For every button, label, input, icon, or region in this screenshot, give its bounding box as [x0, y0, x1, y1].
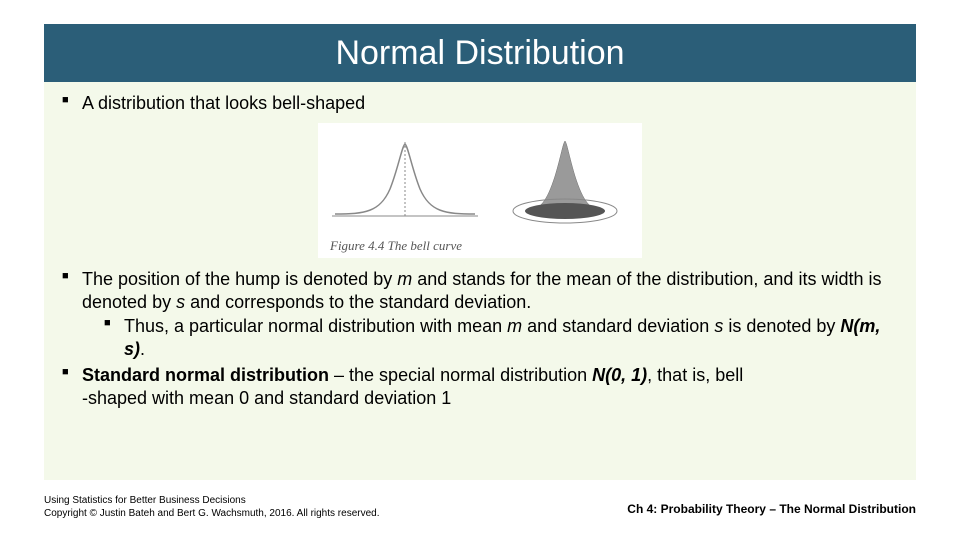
- b2a-s: s: [714, 316, 723, 336]
- title-bar: Normal Distribution: [44, 24, 916, 82]
- b3-notation: N(0, 1): [592, 365, 647, 385]
- footer-right: Ch 4: Probability Theory – The Normal Di…: [627, 502, 916, 516]
- bell-curve-2d: [332, 142, 478, 216]
- b2a-mid: and standard deviation: [522, 316, 714, 336]
- figure-box: Figure 4.4 The bell curve: [318, 123, 642, 259]
- b2a-m: m: [507, 316, 522, 336]
- b3-label: Standard normal distribution: [82, 365, 329, 385]
- footer-line1: Using Statistics for Better Business Dec…: [44, 494, 380, 507]
- b3-end1: , that is, bell: [647, 365, 743, 385]
- b2-pre: The position of the hump is denoted by: [82, 269, 397, 289]
- b2a-mid2: is denoted by: [723, 316, 840, 336]
- footer-line2: Copyright © Justin Bateh and Bert G. Wac…: [44, 507, 380, 520]
- b3-mid: – the special normal distribution: [329, 365, 592, 385]
- footer-left: Using Statistics for Better Business Dec…: [44, 494, 380, 520]
- bullet-1-text: A distribution that looks bell-shaped: [82, 93, 365, 113]
- b2-m: m: [397, 269, 412, 289]
- slide: Normal Distribution A distribution that …: [0, 0, 960, 540]
- b2-s: s: [176, 292, 185, 312]
- b2a-end: .: [140, 339, 145, 359]
- figure-caption: Figure 4.4 The bell curve: [330, 238, 630, 254]
- bullet-2a: Thus, a particular normal distribution w…: [104, 315, 898, 360]
- bell-curve-3d: [513, 141, 617, 223]
- bullet-3: Standard normal distribution – the speci…: [62, 364, 898, 409]
- figure-container: Figure 4.4 The bell curve: [62, 123, 898, 259]
- bullet-1: A distribution that looks bell-shaped: [62, 92, 898, 115]
- content-block: Normal Distribution A distribution that …: [44, 24, 916, 480]
- bullet-2: The position of the hump is denoted by m…: [62, 268, 898, 360]
- b3-end2: -shaped with mean 0 and standard deviati…: [82, 388, 451, 408]
- b2-mid2: and corresponds to the standard deviatio…: [185, 292, 531, 312]
- b2a-pre: Thus, a particular normal distribution w…: [124, 316, 507, 336]
- bell-curve-figure: [330, 129, 630, 229]
- slide-title: Normal Distribution: [335, 34, 624, 73]
- slide-body: A distribution that looks bell-shaped: [44, 82, 916, 409]
